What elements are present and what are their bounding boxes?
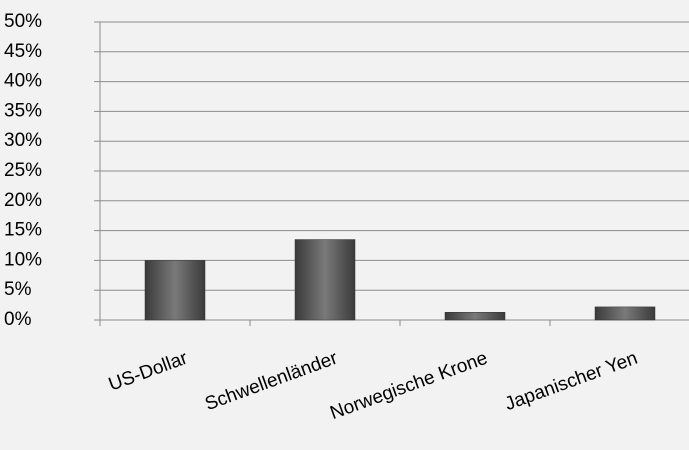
y-tick-label: 45%	[4, 41, 42, 62]
y-tick-label: 20%	[4, 190, 42, 211]
y-tick-label: 35%	[4, 100, 42, 121]
y-tick-label: 40%	[4, 71, 42, 92]
x-tick-label: Schwellenländer	[202, 347, 341, 415]
y-tick-label: 30%	[4, 130, 42, 151]
x-tick-label: Japanischer Yen	[502, 348, 640, 415]
y-tick-label: 50%	[4, 11, 42, 32]
bar	[444, 312, 506, 321]
bar	[144, 260, 206, 321]
y-tick-label: 15%	[4, 220, 42, 241]
y-tick-label: 10%	[4, 249, 42, 270]
y-tick-label: 0%	[4, 309, 32, 330]
bar	[294, 239, 356, 321]
y-tick-label: 5%	[4, 279, 32, 300]
x-tick-label: US-Dollar	[106, 347, 191, 395]
y-tick-label: 25%	[4, 160, 42, 181]
x-tick-label: Norwegische Krone	[327, 348, 490, 424]
bar	[594, 306, 656, 321]
